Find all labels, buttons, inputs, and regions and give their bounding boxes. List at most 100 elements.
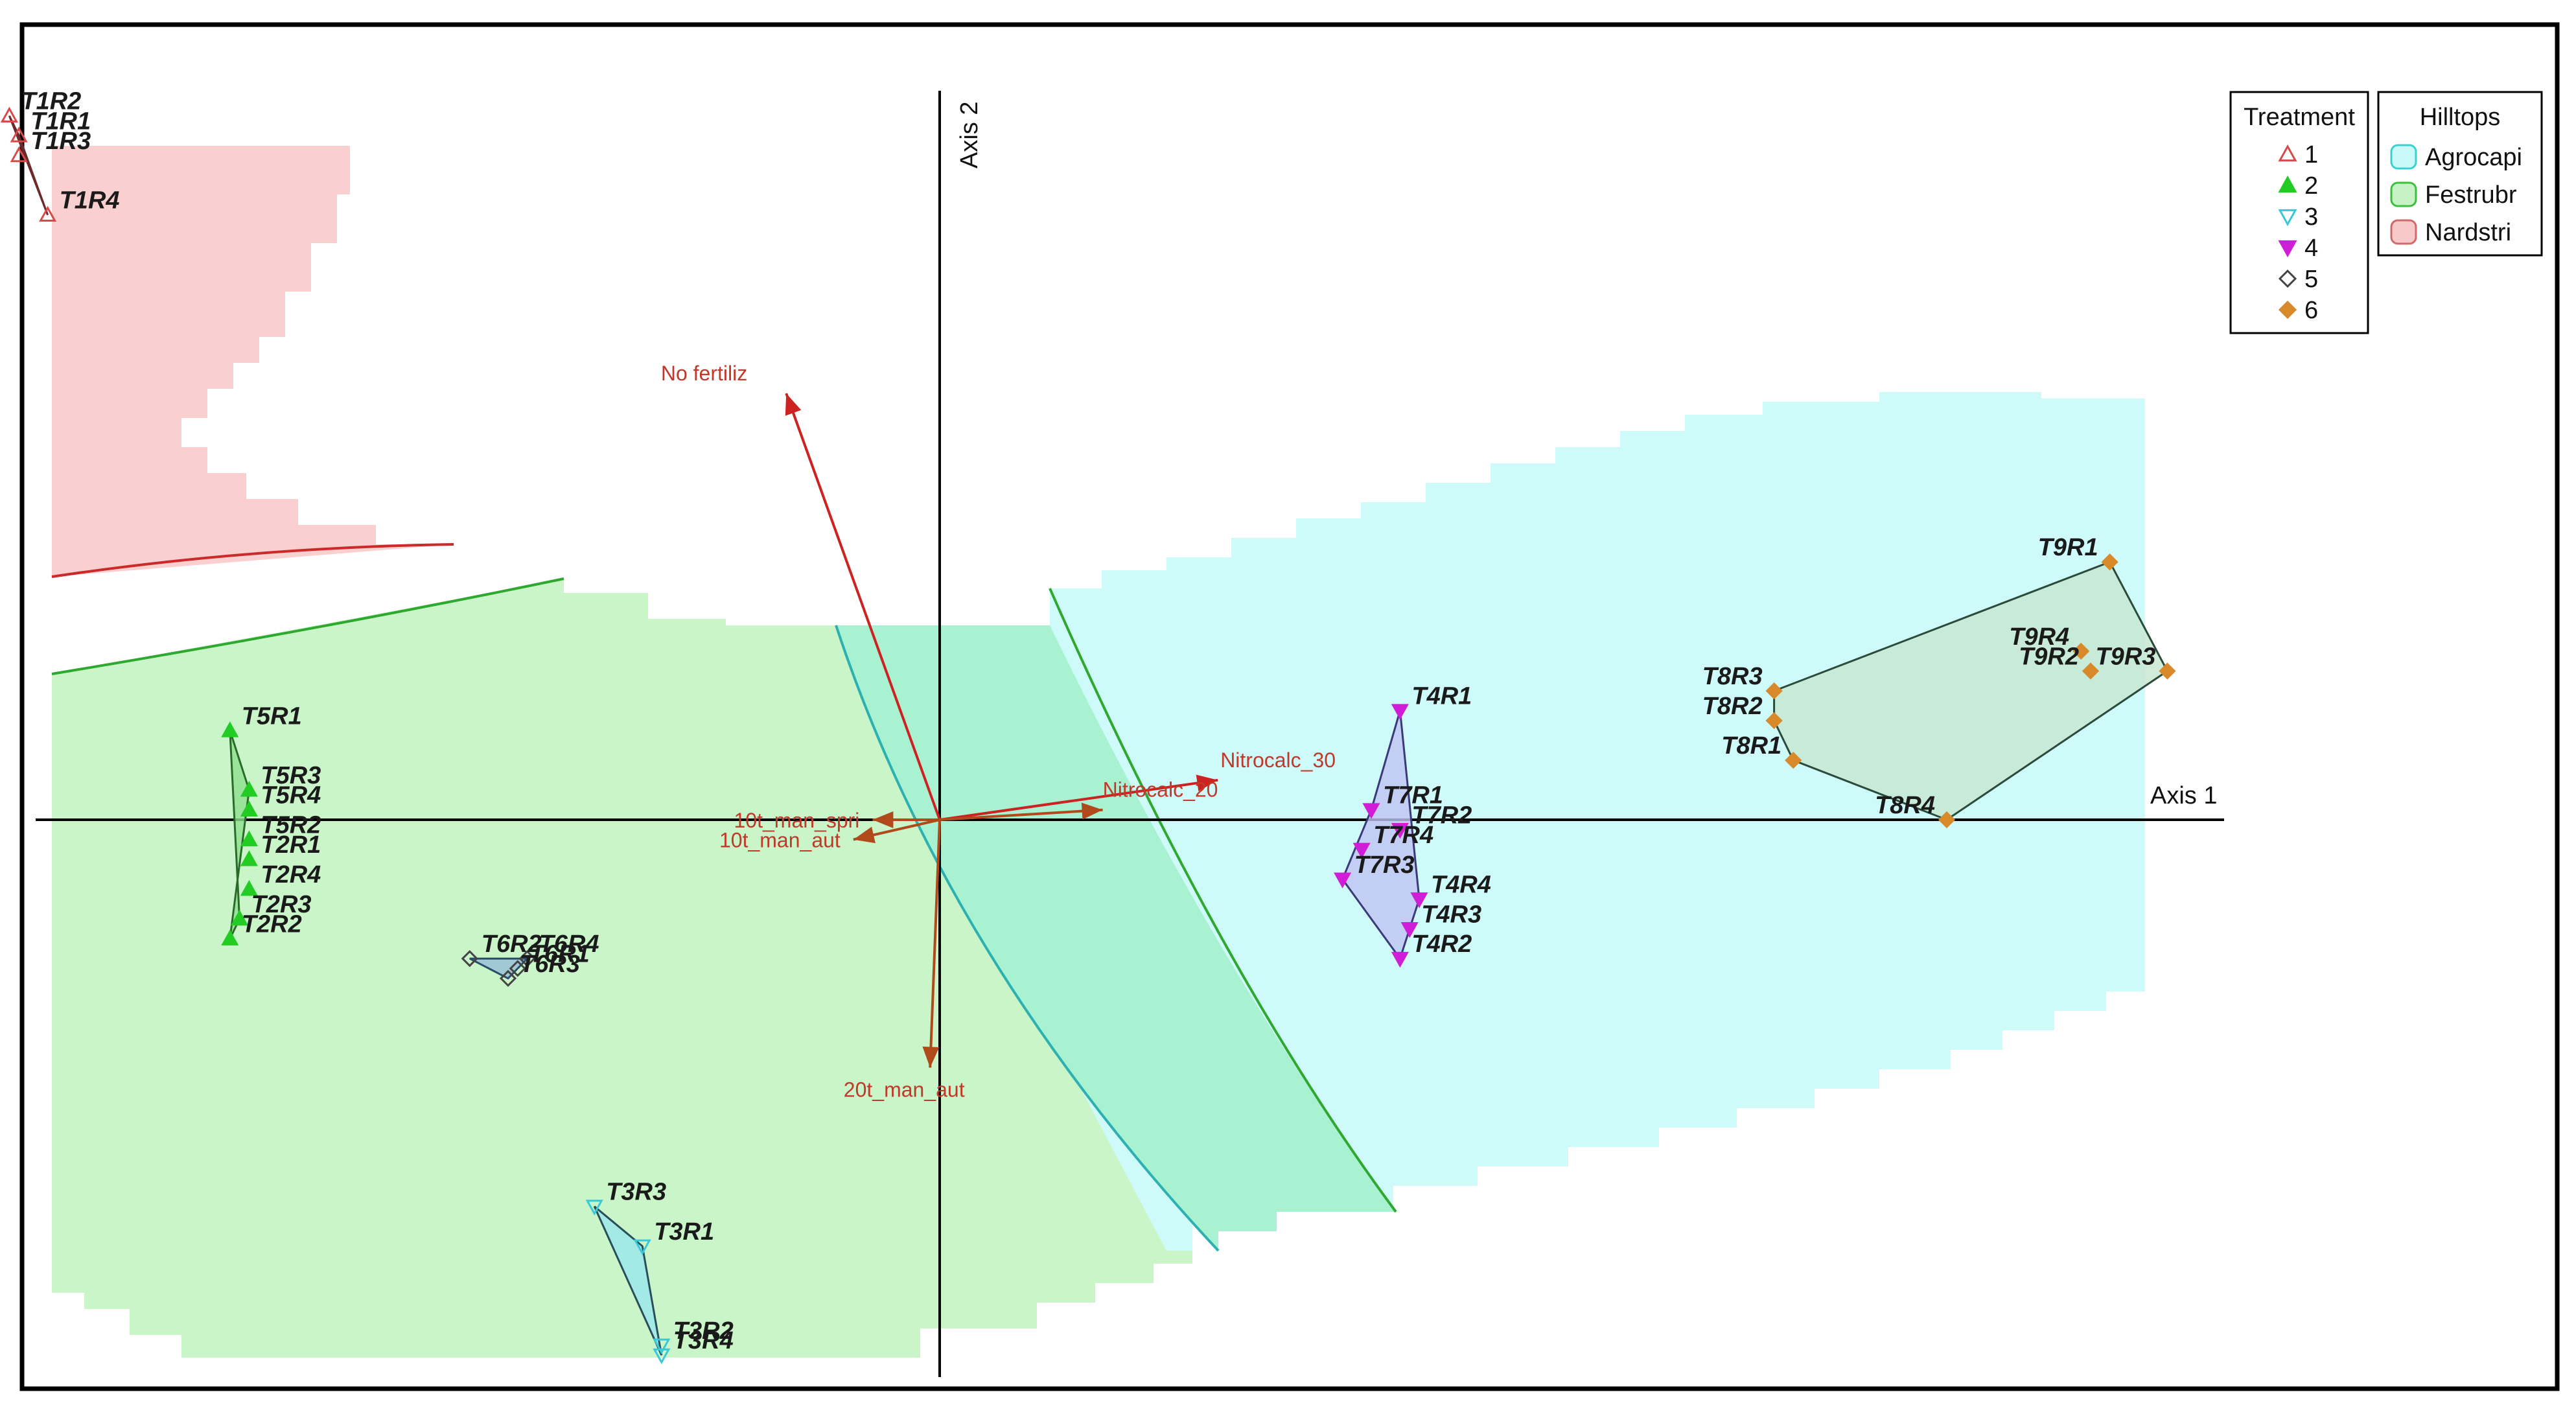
point-T7R2: [1391, 823, 1409, 839]
point-T3R3: [585, 1200, 603, 1216]
point-label-T8R3: T8R3: [1702, 663, 1763, 690]
point-T4R4: [1410, 892, 1428, 909]
vector-arrowhead-5: [922, 1047, 940, 1068]
legend-treatment-label-5: 5: [2304, 266, 2318, 293]
legend-treatment-marker-4: [2278, 240, 2297, 258]
point-label-T3R1: T3R1: [654, 1218, 714, 1246]
point-T4R2: [1391, 951, 1409, 968]
point-label-T6R4: T6R4: [539, 931, 599, 958]
point-T5R2: [240, 830, 258, 846]
legend-treatment-label-1: 1: [2304, 141, 2318, 168]
vector-line-5: [929, 819, 941, 1068]
point-T4R3: [1400, 922, 1419, 938]
point-label-T2R4: T2R4: [261, 861, 321, 888]
point-T7R1: [1362, 803, 1380, 819]
point-label-T8R1: T8R1: [1721, 732, 1781, 759]
vector-label-4: 10t_man_aut: [719, 829, 841, 852]
region-overlap: [836, 625, 1396, 1251]
point-label-T7R1: T7R1: [1383, 782, 1443, 809]
vector-arrowhead-2: [1081, 802, 1103, 820]
point-label-T1R1: T1R1: [30, 108, 91, 135]
point-label-T3R4: T3R4: [673, 1327, 734, 1354]
vector-line-2: [939, 808, 1103, 821]
point-label-T2R3: T2R3: [251, 891, 312, 918]
point-label-T5R4: T5R4: [261, 782, 321, 809]
y-axis-label: Axis 2: [956, 102, 983, 168]
point-T9R2: [2082, 662, 2100, 680]
point-T6R2: [461, 950, 478, 968]
region-nardstri-edge: [51, 543, 454, 578]
sample-points: [0, 106, 2176, 1365]
legend-treatment-marker-2: [2278, 175, 2297, 193]
vector-label-0: No fertiliz: [661, 362, 747, 385]
point-T2R1: [240, 850, 258, 866]
point-T6R4: [518, 950, 536, 968]
hull-treatment-5: [469, 957, 530, 980]
point-T2R4: [240, 880, 258, 896]
legend-treatment-label-6: 6: [2304, 297, 2318, 324]
point-label-T4R4: T4R4: [1431, 871, 1491, 898]
point-T8R3: [1765, 682, 1783, 700]
point-label-T3R2: T3R2: [673, 1317, 734, 1345]
vector-arrowhead-1: [1196, 774, 1218, 792]
point-T7R3: [1334, 872, 1352, 888]
point-T9R4: [2072, 642, 2090, 660]
point-label-T7R3: T7R3: [1354, 852, 1415, 879]
x-axis-label: Axis 1: [2150, 782, 2217, 809]
treatment-hulls: [8, 115, 2169, 1356]
point-T1R2: [0, 106, 18, 122]
legend-hilltops: Hilltops Agrocapi Festrubr Nardstri: [2377, 91, 2543, 257]
point-label-T1R3: T1R3: [30, 128, 91, 155]
vector-arrowhead-4: [853, 826, 876, 844]
point-T9R1: [2101, 553, 2118, 571]
point-label-T5R2: T5R2: [261, 812, 321, 839]
vector-arrowhead-0: [785, 393, 802, 416]
legend-treatment-marker-3: [2278, 209, 2297, 227]
point-label-T1R4: T1R4: [60, 187, 120, 214]
point-label-T3R3: T3R3: [606, 1179, 666, 1206]
point-T3R4: [653, 1348, 671, 1365]
point-label-T8R2: T8R2: [1702, 693, 1763, 720]
point-T2R2: [221, 929, 239, 945]
point-label-T6R2: T6R2: [482, 931, 542, 958]
point-label-T2R2: T2R2: [242, 911, 302, 938]
legend-treatment-marker-5: [2278, 269, 2297, 288]
point-T1R3: [10, 146, 28, 163]
point-T1R1: [10, 126, 28, 143]
legend-treatment-items: 1 2 3 4 5 6: [2278, 141, 2318, 324]
legend-hilltops-title: Hilltops: [2420, 104, 2501, 131]
point-T9R3: [2159, 662, 2176, 680]
point-label-T4R1: T4R1: [1411, 683, 1472, 710]
vector-line-0: [785, 393, 941, 820]
point-label-T5R1: T5R1: [242, 702, 302, 730]
point-T8R1: [1785, 752, 1802, 769]
legend-hilltops-swatch-1: [2390, 181, 2417, 207]
point-T8R4: [1938, 811, 1956, 829]
point-label-T1R2: T1R2: [21, 88, 81, 115]
point-label-T9R4: T9R4: [2009, 623, 2069, 651]
point-label-T9R2: T9R2: [2019, 643, 2079, 671]
legend-hilltops-items: Agrocapi Festrubr Nardstri: [2390, 144, 2522, 246]
vector-label-3: 10t_man_spri: [734, 809, 860, 832]
legend-hilltops-swatch-0: [2390, 144, 2417, 170]
region-agrocapi-edge: [835, 625, 1220, 1252]
legend-hilltops-label-0: Agrocapi: [2425, 144, 2522, 171]
point-label-T4R3: T4R3: [1421, 901, 1481, 928]
legend-treatment-title: Treatment: [2244, 104, 2355, 131]
legend-hilltops-label-1: Festrubr: [2425, 181, 2517, 209]
legend-treatment-label-3: 3: [2304, 203, 2318, 231]
hull-treatment-3: [593, 1205, 663, 1356]
vector-label-5: 20t_man_aut: [844, 1078, 965, 1102]
point-label-T6R3: T6R3: [520, 951, 580, 978]
point-label-T2R1: T2R1: [261, 831, 321, 859]
point-T7R4: [1352, 842, 1371, 859]
legend-treatment-box: [2229, 91, 2369, 334]
region-festrubr-edge: [51, 577, 564, 675]
point-label-T4R2: T4R2: [1411, 931, 1472, 958]
point-T2R3: [231, 909, 249, 926]
hilltop-regions: [51, 146, 2145, 1358]
point-label-T9R1: T9R1: [2038, 534, 2098, 561]
legend-treatment: Treatment 1 2 3 4 5 6: [2229, 91, 2369, 334]
